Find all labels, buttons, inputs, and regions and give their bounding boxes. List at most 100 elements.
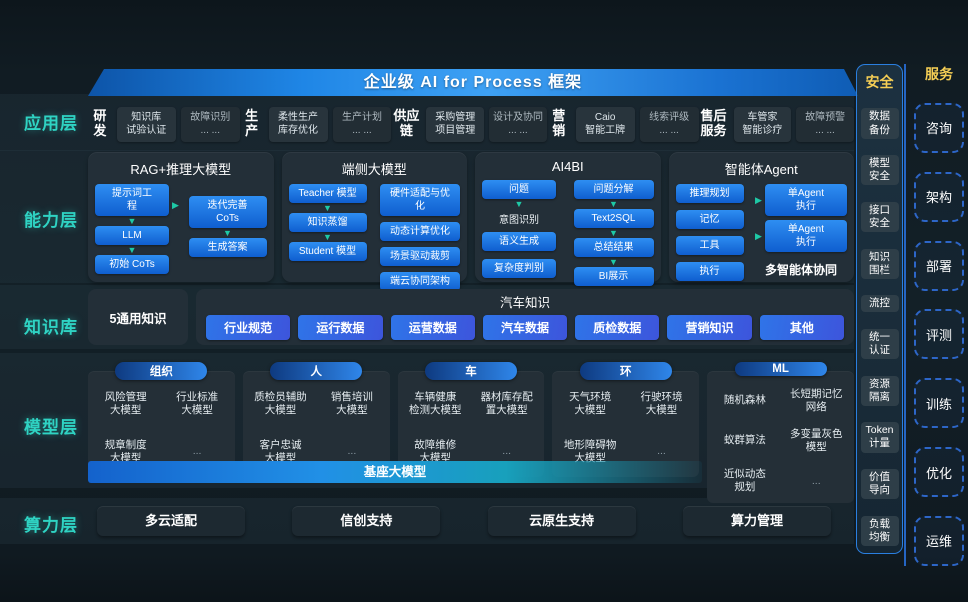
flow-node: 问题分解: [573, 180, 654, 199]
model-group-people: 人 质检员辅助 大模型 销售培训 大模型 客户忠诚 大模型 ...: [242, 362, 390, 477]
service-item: 运维: [914, 515, 964, 566]
model-item: ...: [192, 445, 202, 458]
flow-node: 复杂度判别: [482, 259, 556, 278]
box-title: 汽车知识: [499, 296, 550, 310]
layer-label-application: 应用层: [24, 114, 78, 133]
knowledge-pill: 营销知识: [667, 315, 752, 340]
flow-text: 意图识别: [499, 215, 539, 226]
app-box: 故障识别... ...: [180, 106, 240, 142]
agent-box: 智能体Agent 推理规划 记忆 工具 执行 ▶ 单Agent 执行 ▶ 单Ag…: [668, 152, 854, 282]
rag-reasoning-box: RAG+推理大模型 提示词工 程 ▼ LLM ▼ 初始 CoTs 迭代完善 Co…: [88, 152, 274, 282]
model-layer-row: 组织 风险管理 大模型 行业标准 大模型 规章制度 大模型 ... 人 质检员辅…: [88, 362, 854, 503]
down-arrow-icon: ▼: [609, 228, 618, 238]
compute-item: 多云适配: [97, 506, 245, 536]
model-item: 器材库存配 置大模型: [480, 391, 533, 417]
service-item: 架构: [914, 171, 964, 222]
agent-exec-node: 单Agent 执行: [764, 184, 847, 216]
down-arrow-icon: ▼: [323, 203, 332, 213]
app-box: 车管家 智能诊疗: [733, 106, 792, 142]
down-arrow-icon: ▼: [323, 232, 332, 242]
flow-node: 生成答案: [188, 238, 267, 257]
group-tag: 车: [424, 362, 517, 380]
security-item: 资源 隔离: [860, 375, 899, 406]
model-item: 质检员辅助 大模型: [254, 391, 307, 417]
app-box: 知识库 试验认证: [116, 106, 176, 142]
group-tag: ML: [734, 362, 827, 376]
agent-component: 执行: [675, 262, 744, 281]
compute-item: 云原生支持: [487, 506, 636, 536]
model-group-environment: 环 天气环境 大模型 行驶环境 大模型 地形障碍物 大模型 ...: [552, 362, 700, 477]
flow-node: 迭代完善 CoTs: [188, 196, 267, 228]
right-arrow-icon: ▶: [172, 200, 179, 210]
model-item: 天气环境 大模型: [569, 391, 612, 417]
security-item: 负载 均衡: [860, 515, 899, 546]
layer-label-knowledge: 知识库: [24, 318, 78, 337]
model-item: 近似动态 规划: [723, 468, 766, 494]
model-group-vehicle: 车 车辆健康 检测大模型 器材库存配 置大模型 故障维修 大模型 ...: [397, 362, 545, 477]
security-item: 流控: [860, 295, 899, 313]
down-arrow-icon: ▼: [127, 245, 137, 255]
model-item: 行业标准 大模型: [176, 391, 219, 417]
model-item: ...: [657, 445, 666, 458]
layer-label-compute: 算力层: [24, 516, 78, 535]
knowledge-pill: 行业规范: [206, 315, 291, 340]
flow-node: 提示词工 程: [95, 184, 169, 216]
box-title: RAG+推理大模型: [130, 162, 232, 177]
flow-node: 总结结果: [573, 238, 654, 257]
model-item: ...: [811, 474, 821, 487]
security-item: Token 计量: [860, 422, 899, 453]
group-tag: 环: [579, 362, 672, 380]
automotive-knowledge-box: 汽车知识 行业规范 运行数据 运营数据 汽车数据 质检数据 营销知识 其他: [196, 289, 854, 345]
model-item: 长短期记忆 网络: [790, 387, 843, 413]
security-item: 数据 备份: [860, 108, 899, 139]
services-rail: 服务 咨询 架构 部署 评测 训练 优化 运维: [904, 64, 968, 566]
security-item: 接口 安全: [860, 201, 899, 233]
knowledge-pill: 其他: [759, 315, 844, 340]
flow-node: 初始 CoTs: [95, 255, 169, 274]
security-item: 模型 安全: [860, 155, 899, 186]
app-group-label: 生产: [245, 108, 259, 138]
agent-component: 记忆: [675, 210, 744, 229]
right-arrow-icon: ▶: [755, 194, 762, 205]
general-knowledge-box: 5通用知识: [88, 289, 188, 345]
model-group-ml: ML 随机森林 长短期记忆 网络 蚁群算法 多变量灰色 模型 近似动态 规划 .…: [707, 362, 854, 503]
app-box: 柔性生产 库存优化: [268, 106, 328, 142]
compute-layer-row: 多云适配 信创支持 云原生支持 算力管理: [97, 506, 831, 536]
app-group-after-sales: 售后服务 车管家 智能诊疗 故障预警... ...: [699, 106, 854, 142]
service-item: 部署: [914, 240, 964, 291]
feature-node: 场景驱动裁剪: [380, 247, 460, 266]
app-group-label: 营销: [552, 108, 566, 138]
security-item: 价值 导向: [860, 468, 899, 500]
right-arrow-icon: ▶: [755, 230, 762, 241]
flow-node: 知识蒸馏: [288, 213, 367, 232]
agent-component: 推理规划: [675, 184, 744, 203]
application-layer-row: 研发 知识库 试验认证 故障识别... ... 生产 柔性生产 库存优化 生产计…: [88, 100, 854, 148]
model-group-organization: 组织 风险管理 大模型 行业标准 大模型 规章制度 大模型 ...: [88, 362, 235, 477]
model-item: 客户忠诚 大模型: [259, 438, 302, 464]
box-title: AI4BI: [551, 159, 584, 174]
model-item: 销售培训 大模型: [330, 391, 373, 417]
framework-title-banner: 企业级 AI for Process 框架: [88, 69, 858, 96]
model-item: 故障维修 大模型: [414, 438, 457, 464]
box-title: 端侧大模型: [341, 162, 407, 177]
knowledge-pill: 汽车数据: [482, 315, 568, 340]
flow-node: Text2SQL: [573, 209, 654, 228]
flow-node: 语义生成: [482, 232, 556, 251]
base-model-banner: 基座大模型: [88, 461, 702, 483]
flow-node: Student 模型: [288, 242, 367, 261]
feature-node: 端云协同架构: [380, 272, 460, 291]
feature-node: 硬件适配与优 化: [380, 184, 460, 216]
model-item: ...: [502, 445, 512, 458]
flow-node: BI展示: [573, 267, 654, 286]
knowledge-pill: 运行数据: [298, 315, 383, 340]
flow-node: Teacher 模型: [288, 184, 367, 203]
services-rail-title: 服务: [925, 66, 953, 82]
compute-item: 算力管理: [682, 506, 831, 536]
compute-item: 信创支持: [292, 506, 441, 536]
model-item: 随机森林: [723, 394, 766, 407]
app-group-rd: 研发 知识库 试验认证 故障识别... ...: [88, 106, 240, 142]
app-box: 生产计划... ...: [332, 106, 392, 142]
app-group-label: 售后服务: [700, 108, 727, 138]
agent-component: 工具: [675, 236, 744, 255]
